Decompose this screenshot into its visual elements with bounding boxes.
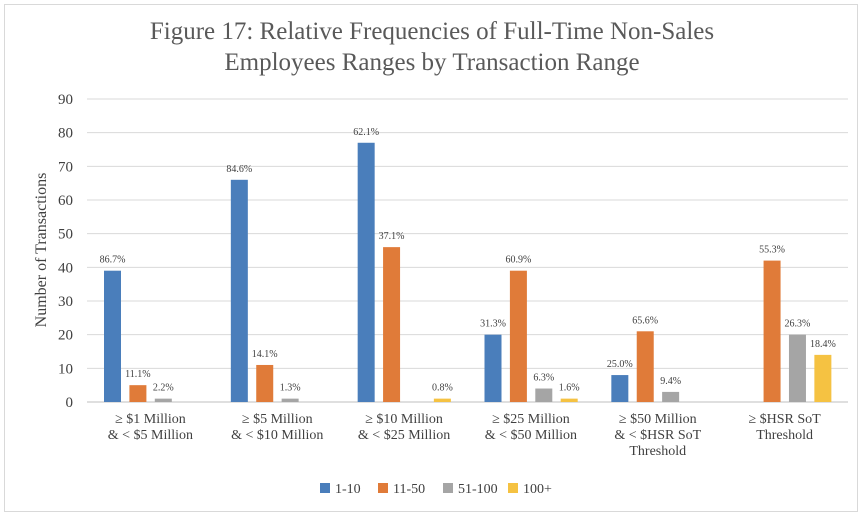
data-label: 1.6% [559,383,580,394]
y-tick-label: 0 [66,395,74,411]
bar [484,334,502,402]
legend-swatch [320,483,330,493]
data-label: 6.3% [533,373,554,384]
x-category-labels: ≥ $1 Million& < $5 Million≥ $5 Million& … [108,412,821,459]
x-category-label: & < $50 Million [485,428,577,443]
chart-title-line-1: Figure 17: Relative Frequencies of Full-… [150,18,714,45]
chart-title-line-2: Employees Ranges by Transaction Range [224,49,639,76]
y-tick-label: 90 [58,92,73,108]
data-label: 84.6% [226,164,252,175]
legend-swatch [378,483,388,493]
legend-label: 100+ [523,482,552,497]
x-category-label: ≥ $50 Million [619,412,697,427]
bar [662,391,680,402]
bar [129,385,147,402]
x-category-label: & < $10 Million [231,428,323,443]
bar [281,398,299,402]
x-category-label: ≥ $10 Million [365,412,443,427]
y-tick-label: 20 [58,328,73,344]
x-category-label: ≥ $HSR SoT [748,412,821,427]
bar [104,270,121,402]
data-label: 11.1% [125,369,150,380]
legend-label: 11-50 [393,482,425,497]
data-label: 25.0% [607,359,633,370]
legend: 1-10 11-50 51-100 100+ [320,482,552,497]
data-label: 65.6% [632,315,658,326]
data-label: 0.8% [432,383,453,394]
x-category-label: Threshold [629,444,686,459]
x-category-label: & < $5 Million [108,428,193,443]
y-tick-label: 60 [58,193,73,209]
data-label: 14.1% [252,349,278,360]
x-category-label: Threshold [756,428,813,443]
data-label: 60.9% [505,255,531,266]
bar [560,398,578,402]
data-label: 9.4% [660,376,681,387]
data-labels: 86.7% 84.6% 62.1% 31.3% 25.0% 11.1% 14.1% 37.1%… [100,127,836,394]
y-tick-label: 40 [58,260,73,276]
legend-label: 1-10 [335,482,361,497]
legend-swatch [508,483,518,493]
x-category-label: ≥ $25 Million [492,412,570,427]
bar [230,179,248,402]
y-tick-label: 70 [58,159,73,175]
bar [611,375,629,402]
x-category-label: ≥ $1 Million [115,412,186,427]
bar [636,331,654,402]
bar [154,398,172,402]
data-label: 37.1% [379,231,405,242]
legend-label: 51-100 [458,482,498,497]
bar [509,270,527,402]
x-category-label: ≥ $5 Million [242,412,313,427]
bars [104,142,832,402]
data-label: 86.7% [100,255,126,266]
data-label: 55.3% [759,245,785,256]
data-label: 1.3% [280,383,301,394]
legend-swatch [443,483,453,493]
y-tick-labels: 0 10 20 30 40 50 60 70 80 90 [58,92,73,411]
x-category-label: & < $25 Million [358,428,450,443]
data-label: 2.2% [153,383,174,394]
data-label: 62.1% [353,127,379,138]
bar [535,388,553,402]
y-tick-label: 30 [58,294,73,310]
x-category-label: & < $HSR SoT [614,428,701,443]
bar [814,354,832,402]
data-label: 31.3% [480,319,506,330]
chart-frame [4,4,858,512]
bar [256,364,274,402]
bar [788,334,806,402]
y-tick-label: 50 [58,227,73,243]
y-tick-label: 80 [58,126,73,142]
y-axis-title: Number of Transactions [33,173,50,328]
data-label: 26.3% [785,319,811,330]
bar [383,247,401,402]
y-tick-label: 10 [58,361,73,377]
data-label: 18.4% [810,339,836,350]
bar [763,260,781,402]
bar [433,398,451,402]
gridlines [87,98,848,403]
bar [357,142,375,402]
